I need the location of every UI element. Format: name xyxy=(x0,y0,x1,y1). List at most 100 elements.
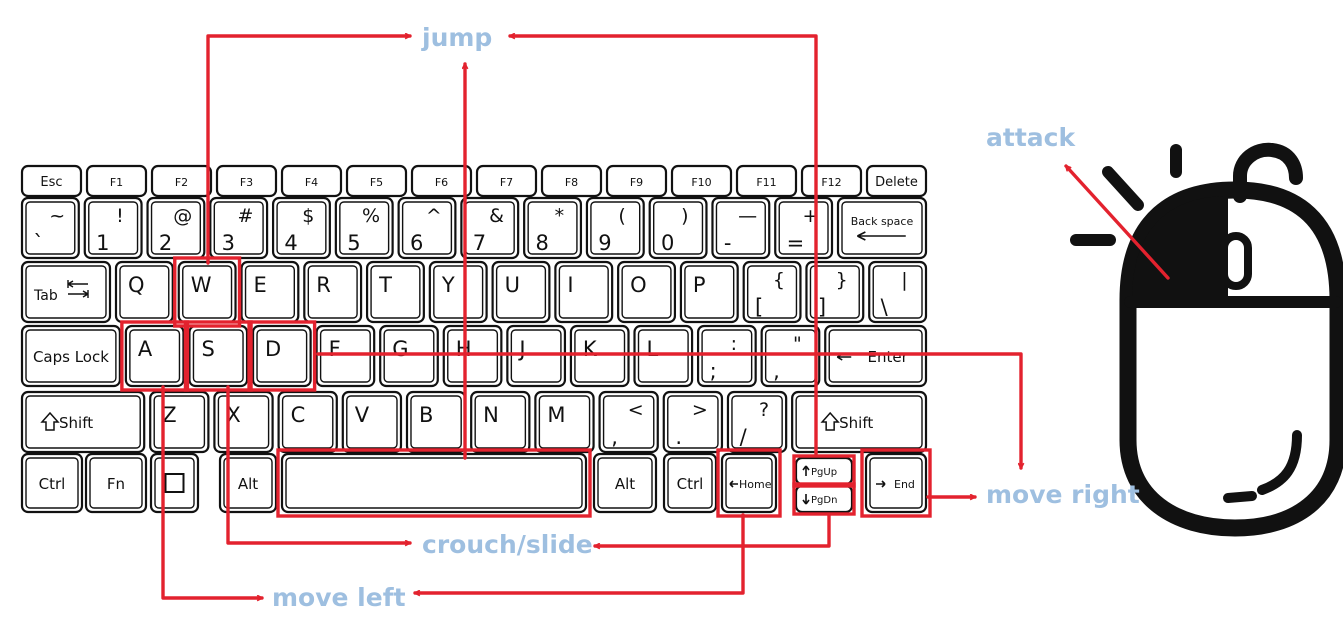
key-m[interactable]: M xyxy=(534,390,595,454)
key-semicolon[interactable]: :; xyxy=(696,324,757,388)
key-j-label: J xyxy=(517,337,525,361)
key-enter-label: Enter xyxy=(867,348,908,366)
key-v-label: V xyxy=(355,403,370,427)
key-f12[interactable]: F12 xyxy=(800,164,863,198)
key-5[interactable]: %5 xyxy=(334,196,394,260)
key-f4-label: F4 xyxy=(305,176,318,189)
key-end[interactable]: End xyxy=(864,452,928,514)
key-p-label: P xyxy=(693,273,706,297)
key-9[interactable]: (9 xyxy=(585,196,645,260)
key-j[interactable]: J xyxy=(506,324,567,388)
key-1[interactable]: !1 xyxy=(83,196,143,260)
key-pgup[interactable]: PgUp xyxy=(794,456,854,486)
key-e[interactable]: E xyxy=(240,260,300,324)
key-home[interactable]: Home xyxy=(720,452,778,514)
key-delete[interactable]: Delete xyxy=(865,164,928,198)
key-g[interactable]: G xyxy=(379,324,439,388)
key-comma[interactable]: <, xyxy=(598,390,659,454)
key-f10[interactable]: F10 xyxy=(670,164,733,198)
key-u[interactable]: U xyxy=(491,260,551,324)
key-enter[interactable]: Enter xyxy=(824,324,928,388)
key-w[interactable]: W xyxy=(177,260,237,324)
key-i[interactable]: I xyxy=(554,260,614,324)
key-rctrl[interactable]: Ctrl xyxy=(662,452,718,514)
key-f4[interactable]: F4 xyxy=(280,164,343,198)
key-l[interactable]: L xyxy=(633,324,694,388)
key-rshift[interactable]: Shift xyxy=(791,390,928,454)
key-lctrl-label: Ctrl xyxy=(39,475,66,493)
key-v[interactable]: V xyxy=(341,390,403,454)
key-pgdn[interactable]: PgDn xyxy=(794,484,854,514)
key-backslash[interactable]: |\ xyxy=(868,260,928,324)
key-backspace[interactable]: Back space xyxy=(836,196,928,260)
key-quote[interactable]: ", xyxy=(760,324,821,388)
key-period[interactable]: >. xyxy=(662,390,724,454)
key-q[interactable]: Q xyxy=(114,260,174,324)
arrow-up-icon xyxy=(802,465,810,476)
key-z[interactable]: Z xyxy=(149,390,210,454)
key-h[interactable]: H xyxy=(442,324,503,388)
key-lctrl[interactable]: Ctrl xyxy=(20,452,84,514)
key-f3[interactable]: F3 xyxy=(215,164,278,198)
key-o[interactable]: O xyxy=(617,260,677,324)
key-n[interactable]: N xyxy=(470,390,531,454)
key-6[interactable]: ^6 xyxy=(397,196,457,260)
key-a[interactable]: A xyxy=(124,324,185,388)
key-rbracket[interactable]: }] xyxy=(805,260,865,324)
key-d[interactable]: D xyxy=(251,324,312,388)
key-f8[interactable]: F8 xyxy=(540,164,603,198)
key-f11[interactable]: F11 xyxy=(735,164,798,198)
key-tab[interactable]: Tab xyxy=(20,260,112,324)
key-lbracket[interactable]: {[ xyxy=(742,260,802,324)
key-lalt[interactable]: Alt xyxy=(218,452,278,514)
key-s-label: S xyxy=(201,337,214,361)
key-0[interactable]: )0 xyxy=(648,196,708,260)
key-3-shift-label: # xyxy=(238,205,254,227)
key-lshift[interactable]: Shift xyxy=(20,390,146,454)
key-t[interactable]: T xyxy=(365,260,425,324)
key-lbracket-label: [ xyxy=(755,295,763,319)
key-esc[interactable]: Esc xyxy=(20,164,83,198)
key-r[interactable]: R xyxy=(303,260,363,324)
key-f5[interactable]: F5 xyxy=(345,164,408,198)
key-t-label: T xyxy=(378,273,392,297)
key-s[interactable]: S xyxy=(188,324,249,388)
key-f6[interactable]: F6 xyxy=(410,164,473,198)
key-win[interactable] xyxy=(149,452,200,514)
key-equals[interactable]: += xyxy=(774,196,834,260)
home-to-move-left-arrow xyxy=(413,513,745,593)
key-c[interactable]: C xyxy=(277,390,338,454)
key-7[interactable]: &7 xyxy=(460,196,520,260)
key-f2[interactable]: F2 xyxy=(150,164,213,198)
key-space[interactable] xyxy=(280,452,588,514)
key-9-label: 9 xyxy=(598,231,611,255)
key-f9[interactable]: F9 xyxy=(605,164,668,198)
key-k[interactable]: K xyxy=(569,324,630,388)
key-pgup-label: PgUp xyxy=(811,467,837,478)
key-3[interactable]: #3 xyxy=(209,196,269,260)
key-f1[interactable]: F1 xyxy=(85,164,148,198)
d-to-move-right-arrow xyxy=(316,352,1021,470)
label-move-right: move right xyxy=(986,480,1140,509)
key-p[interactable]: P xyxy=(679,260,739,324)
key-y[interactable]: Y xyxy=(428,260,488,324)
control-arrows xyxy=(161,36,1170,598)
key-b[interactable]: B xyxy=(405,390,467,454)
key-minus[interactable]: —- xyxy=(711,196,771,260)
key-f[interactable]: F xyxy=(315,324,376,388)
key-8[interactable]: *8 xyxy=(523,196,583,260)
key-ralt[interactable]: Alt xyxy=(592,452,658,514)
key-4[interactable]: $4 xyxy=(271,196,331,260)
arrow-left-icon xyxy=(729,480,738,488)
key-2[interactable]: @2 xyxy=(146,196,206,260)
key-r-label: R xyxy=(316,273,331,297)
key-x[interactable]: X xyxy=(213,390,274,454)
key-period-label: . xyxy=(675,425,682,449)
key-capslock[interactable]: Caps Lock xyxy=(20,324,121,388)
key-1-shift-label: ! xyxy=(116,205,124,227)
key-tilde[interactable]: ~` xyxy=(20,196,80,260)
key-f7[interactable]: F7 xyxy=(475,164,538,198)
key-slash[interactable]: ?/ xyxy=(726,390,788,454)
key-fn[interactable]: Fn xyxy=(84,452,148,514)
